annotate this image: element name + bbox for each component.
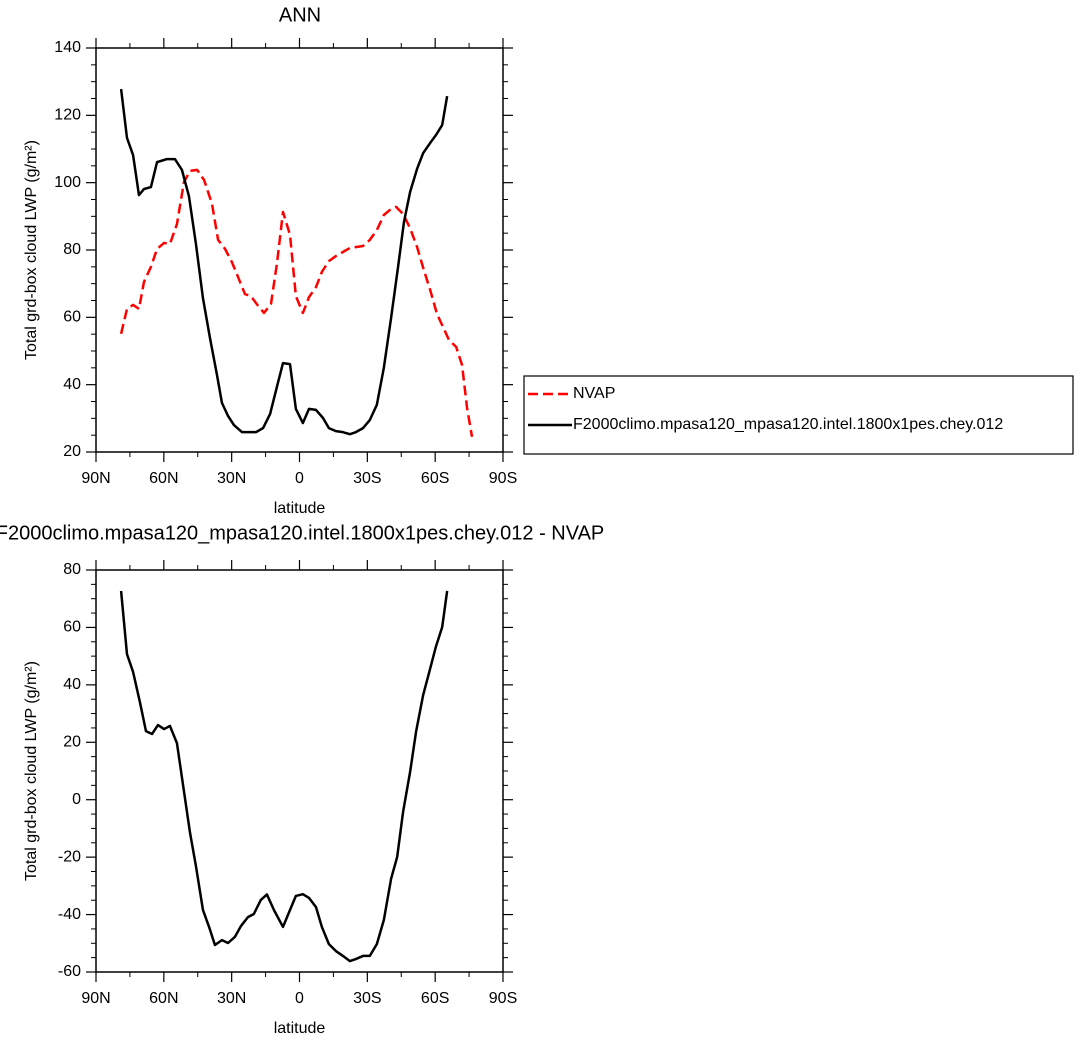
x-tick-label: 90S [489,470,517,487]
x-tick-label: 60N [149,990,178,1007]
y-tick-label: 80 [63,241,81,258]
x-axis-label: latitude [274,1020,326,1037]
y-tick-label: -20 [58,848,81,865]
data-line [119,88,449,436]
chart-title: ANN [279,4,321,26]
x-tick-label: 30N [217,990,246,1007]
y-tick-label: 140 [54,39,81,56]
x-tick-label: 60S [421,990,449,1007]
y-tick-label: 20 [63,443,81,460]
x-tick-label: 60N [149,470,178,487]
y-tick-label: 100 [54,174,81,191]
legend-label: F2000climo.mpasa120_mpasa120.intel.1800x… [573,416,1003,433]
x-tick-label: 90S [489,990,517,1007]
y-tick-label: 0 [72,791,81,808]
y-tick-label: -60 [58,963,81,980]
y-tick-label: -40 [58,906,81,923]
y-tick-label: 20 [63,734,81,751]
x-tick-label: 90N [81,990,110,1007]
x-tick-label: 0 [295,470,304,487]
x-tick-label: 30S [353,990,381,1007]
plot-frame [95,47,504,453]
chart-title: F2000climo.mpasa120_mpasa120.intel.1800x… [0,522,604,544]
y-tick-label: 80 [63,561,81,578]
plot-frame [95,569,504,973]
legend-label: NVAP [573,385,615,402]
x-tick-label: 60S [421,470,449,487]
y-tick-label: 120 [54,107,81,124]
legend-box [523,375,1074,455]
x-tick-label: 30S [353,470,381,487]
y-tick-label: 60 [63,309,81,326]
x-tick-label: 90N [81,470,110,487]
y-tick-label: 40 [63,676,81,693]
data-line [119,590,449,963]
x-tick-label: 0 [295,990,304,1007]
y-tick-label: 60 [63,619,81,636]
data-line [119,168,474,438]
y-tick-label: 40 [63,376,81,393]
x-tick-label: 30N [217,470,246,487]
y-axis-label: Total grd-box cloud LWP (g/m²) [23,661,40,881]
x-axis-label: latitude [274,500,326,517]
y-axis-label: Total grd-box cloud LWP (g/m²) [23,140,40,360]
